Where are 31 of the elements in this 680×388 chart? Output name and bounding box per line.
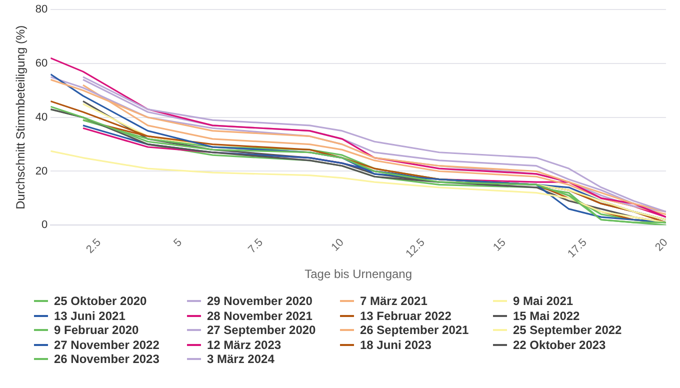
legend-label: 28 November 2021 bbox=[207, 308, 312, 323]
legend-label: 26 September 2021 bbox=[360, 323, 469, 338]
legend-label: 12 März 2023 bbox=[207, 338, 282, 352]
legend-label: 9 Februar 2020 bbox=[54, 323, 139, 338]
y-tick-label: 40 bbox=[35, 111, 48, 124]
x-tick-label: 20 bbox=[653, 236, 670, 254]
x-tick-label: 5 bbox=[172, 236, 184, 250]
x-axis-title: Tage bis Urnengang bbox=[304, 267, 412, 282]
y-tick-label: 80 bbox=[35, 4, 48, 16]
legend-label: 27 September 2020 bbox=[207, 323, 316, 338]
legend-label: 9 Mai 2021 bbox=[513, 294, 574, 308]
x-tick-label: 2.5 bbox=[84, 236, 104, 256]
x-tick-label: 7.5 bbox=[246, 236, 266, 256]
y-axis-title: Durchschnitt Stimmbeteiligung (%) bbox=[14, 25, 28, 210]
legend-label: 13 Juni 2021 bbox=[54, 308, 126, 323]
y-tick-label: 60 bbox=[35, 58, 48, 70]
legend-label: 3 März 2024 bbox=[207, 352, 274, 366]
legend-label: 25 Oktober 2020 bbox=[54, 294, 147, 308]
x-tick-label: 15 bbox=[491, 236, 508, 254]
x-tick-label: 10 bbox=[329, 236, 346, 254]
legend-label: 15 Mai 2022 bbox=[513, 308, 580, 323]
legend-label: 26 November 2023 bbox=[54, 352, 160, 366]
legend-label: 13 Februar 2022 bbox=[360, 308, 452, 323]
legend-label: 29 November 2020 bbox=[207, 294, 312, 308]
legend-label: 25 September 2022 bbox=[513, 323, 622, 338]
y-tick-label: 0 bbox=[42, 219, 48, 232]
legend-label: 27 November 2022 bbox=[54, 338, 160, 352]
legend-label: 22 Oktober 2023 bbox=[513, 338, 606, 352]
legend-label: 7 März 2021 bbox=[360, 294, 428, 308]
legend-label: 18 Juni 2023 bbox=[360, 338, 432, 352]
y-tick-label: 20 bbox=[35, 165, 48, 178]
